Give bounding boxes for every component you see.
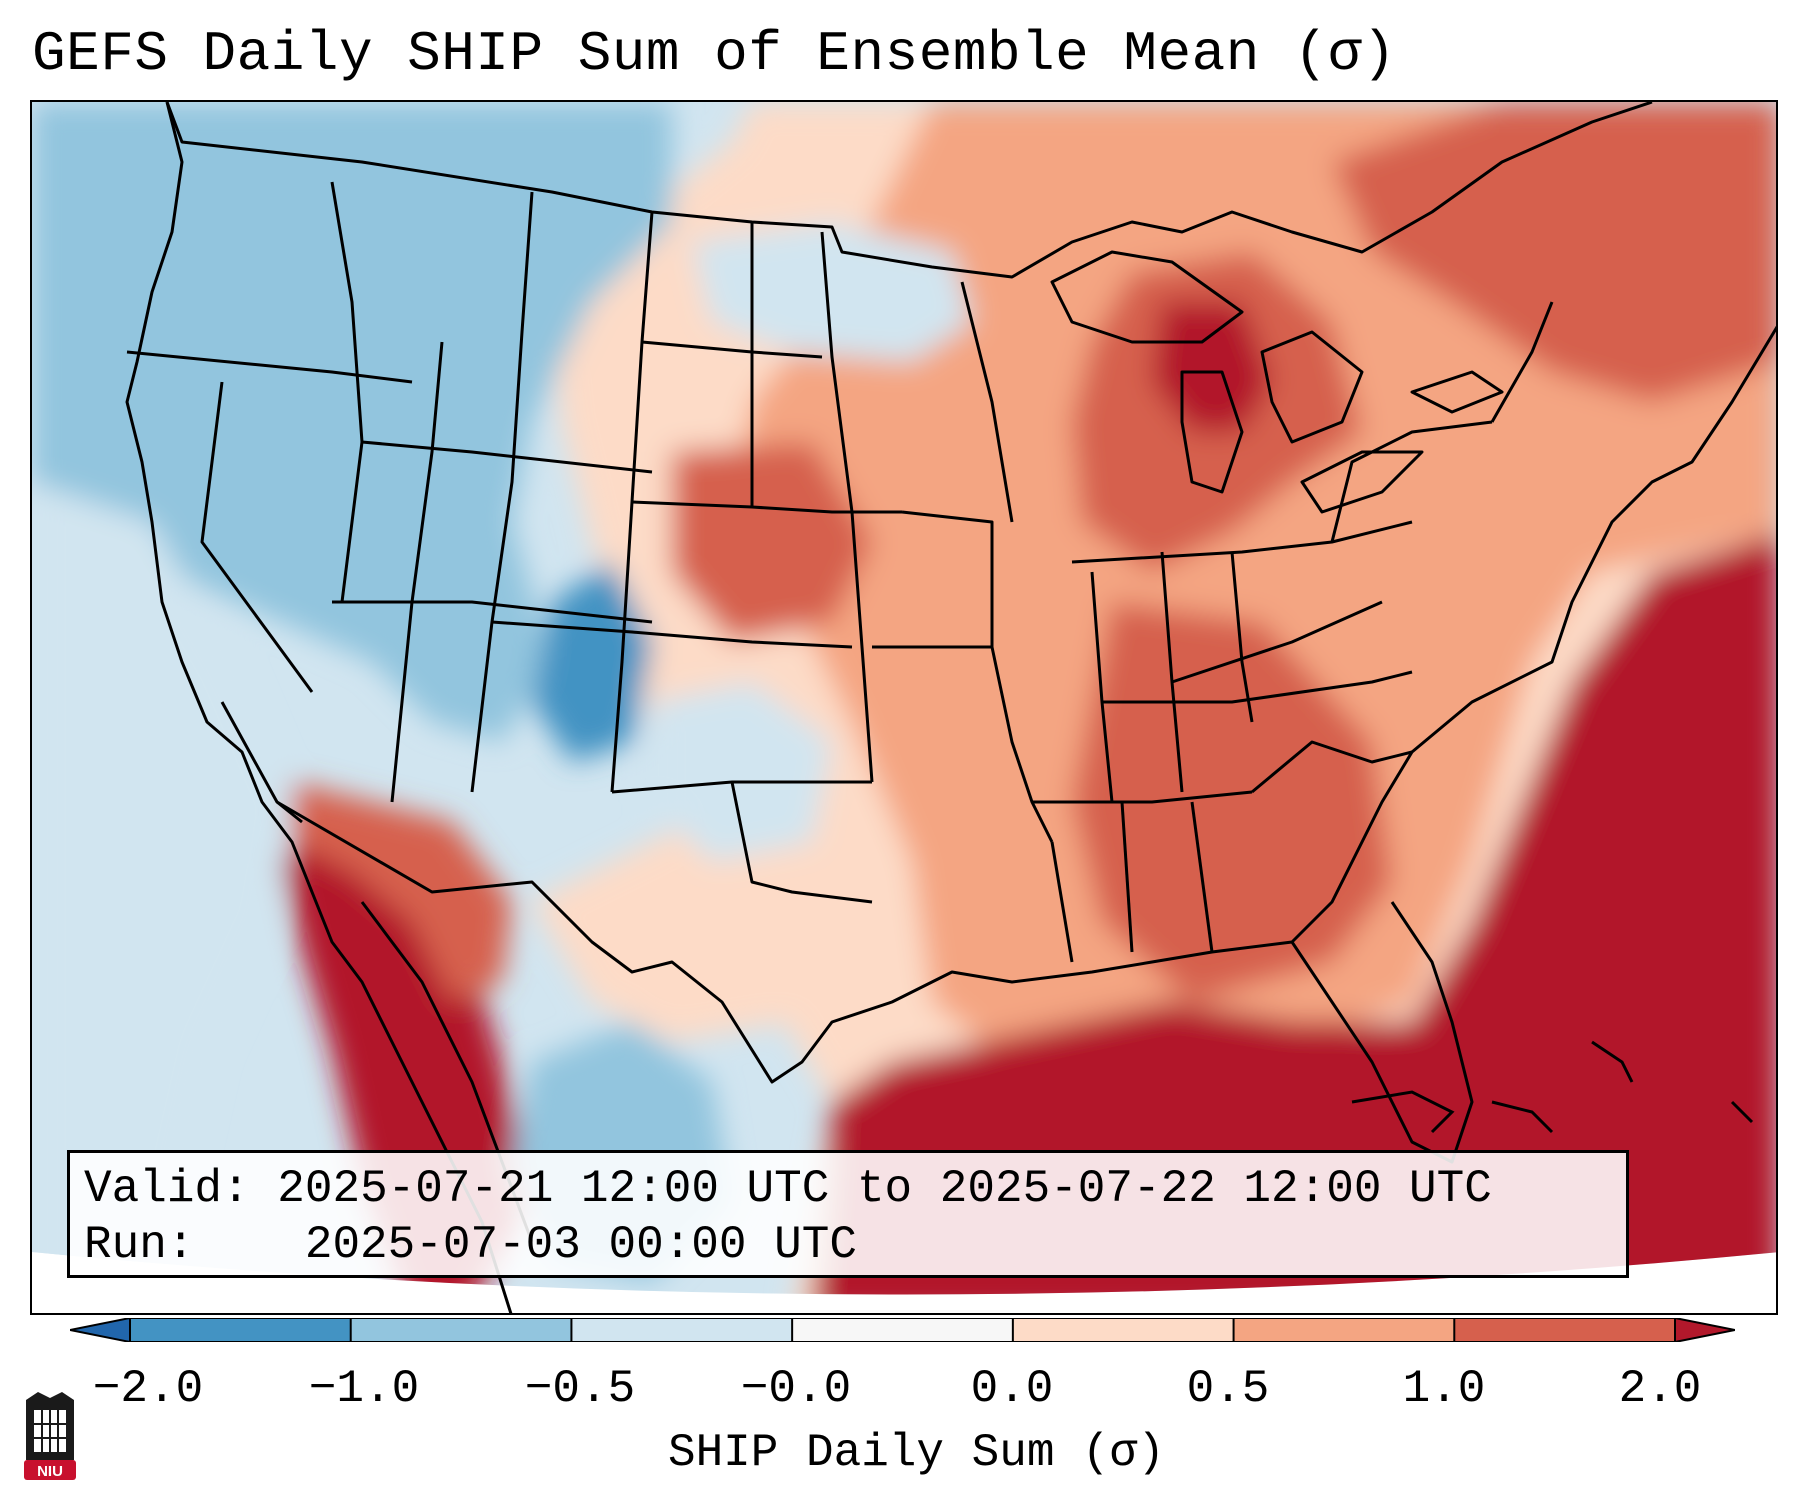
state-line <box>1330 420 1493 543</box>
state-line <box>1251 740 1413 794</box>
colorbar-tick: −2.0 <box>92 1363 204 1415</box>
state-line <box>901 510 994 647</box>
state-line <box>200 381 314 693</box>
colorbar-tick: −1.0 <box>308 1363 420 1415</box>
colorbar-segment <box>350 1318 572 1342</box>
colorbar-tick: 0.0 <box>970 1363 1054 1415</box>
colorbar-segment <box>130 1318 352 1342</box>
us-canada-border <box>165 102 1653 279</box>
colorbar-segment <box>792 1318 1014 1342</box>
state-line <box>390 341 444 803</box>
state-line <box>1032 790 1253 804</box>
colorbar-tick: 1.0 <box>1402 1363 1486 1415</box>
west-coastline <box>125 102 513 1313</box>
colorbar-tick: −0.5 <box>524 1363 636 1415</box>
state-line <box>1102 670 1413 704</box>
state-line <box>820 231 874 783</box>
state-line <box>470 191 534 793</box>
lake-superior <box>1050 250 1244 344</box>
south-and-east-coastline <box>276 325 1776 1084</box>
caribbean-islands <box>1351 1040 1754 1134</box>
anomaly-field <box>32 102 1776 1295</box>
state-line <box>1050 841 1074 963</box>
state-line <box>332 600 653 624</box>
colorbar-extend-low <box>70 1318 130 1342</box>
colorbar <box>70 1318 1735 1342</box>
colorbar-segment <box>1454 1318 1676 1342</box>
state-line <box>631 500 902 514</box>
niu-logo: NIU <box>24 1392 76 1480</box>
colorbar-tick: −0.0 <box>740 1363 852 1415</box>
state-line <box>330 181 364 603</box>
island-outline <box>1491 1100 1554 1134</box>
state-line <box>1171 600 1383 684</box>
state-line <box>1230 551 1254 723</box>
lake-erie <box>1300 450 1424 514</box>
valid-label: Valid: <box>84 1163 250 1215</box>
colorbar-label: SHIP Daily Sum (σ) <box>667 1427 1165 1479</box>
run-time: 2025-07-03 00:00 UTC <box>304 1219 857 1271</box>
lake-michigan <box>1180 370 1244 494</box>
state-line <box>126 350 413 384</box>
state-line <box>872 645 1054 843</box>
boundary-lines <box>125 102 1776 1313</box>
state-line <box>730 781 873 904</box>
colorbar-segment <box>571 1318 793 1342</box>
valid-run-info-box: Valid: 2025-07-21 12:00 UTC to 2025-07-2… <box>67 1150 1629 1278</box>
state-line <box>1071 520 1413 564</box>
island-outline <box>1591 1040 1634 1083</box>
island-outline <box>1351 1090 1455 1134</box>
state-line <box>960 281 1014 523</box>
island-outline <box>1730 1100 1754 1124</box>
colorbar-tick: 0.5 <box>1186 1363 1270 1415</box>
colorbar-segment <box>1012 1318 1235 1342</box>
colorbar-segment <box>1233 1318 1455 1342</box>
state-line <box>1190 801 1214 953</box>
lake-huron <box>1260 330 1364 444</box>
state-line <box>1490 301 1554 423</box>
run-label: Run: <box>84 1219 195 1271</box>
state-line <box>361 440 653 474</box>
logo-text: NIU <box>37 1463 63 1480</box>
colorbar-extend-high <box>1675 1318 1735 1342</box>
valid-time-range: 2025-07-21 12:00 UTC to 2025-07-22 12:00… <box>277 1163 1492 1215</box>
anomaly-map <box>32 102 1776 1313</box>
lake-ontario <box>1410 370 1504 414</box>
state-line <box>1120 801 1134 953</box>
map-panel <box>30 100 1778 1315</box>
chart-title: GEFS Daily SHIP Sum of Ensemble Mean (σ) <box>32 22 1397 86</box>
colorbar-tick: 2.0 <box>1618 1363 1702 1415</box>
state-line <box>491 620 853 649</box>
